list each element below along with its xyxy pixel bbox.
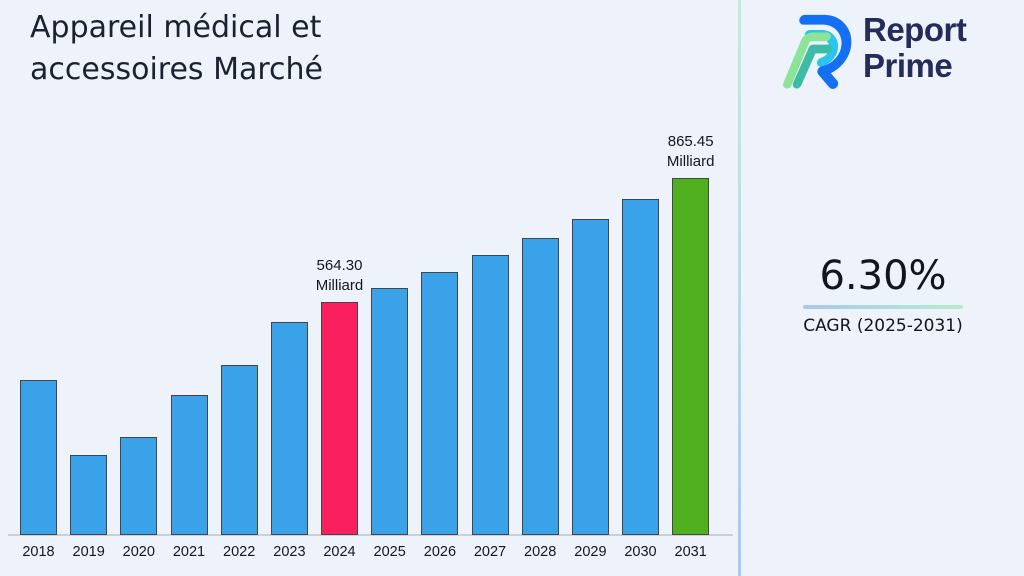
- bar-2026: [421, 272, 459, 535]
- bar-value-label-2031: 865.45 Milliard: [666, 133, 715, 170]
- bar-chart: 2018 2019 2020 2021 2022 2023 2024 2025 2026 2027…: [8, 133, 733, 560]
- bar-2019: [70, 455, 108, 535]
- x-tick-2028: 2028: [524, 544, 557, 560]
- x-tick-2022: 2022: [223, 544, 256, 560]
- x-tick-2021: 2021: [172, 544, 206, 560]
- x-tick-2027: 2027: [473, 544, 507, 560]
- cagr-label: CAGR (2025-2031): [803, 316, 963, 336]
- x-axis-line: [8, 534, 733, 536]
- report-prime-logo-text: Report Prime: [863, 11, 967, 84]
- bar-2023: [270, 322, 308, 535]
- cagr-panel: 6.30% CAGR (2025-2031): [779, 252, 987, 336]
- bar-value-label-2024: 564.30 Milliard: [315, 257, 364, 295]
- x-tick-2026: 2026: [423, 544, 457, 560]
- bar-2027: [471, 255, 509, 535]
- x-tick-2018: 2018: [22, 544, 55, 560]
- bar-2018: [20, 379, 57, 535]
- x-tick-2019: 2019: [72, 544, 105, 560]
- page-title: Appareil médical et accessoires Marché: [30, 10, 323, 87]
- x-tick-2024: 2024: [323, 544, 356, 560]
- x-tick-2025: 2025: [373, 544, 406, 560]
- x-tick-2023: 2023: [273, 544, 306, 560]
- x-tick-2031: 2031: [674, 544, 707, 560]
- report-prime-logo: Report Prime: [776, 11, 967, 89]
- bar-2029: [571, 219, 609, 535]
- vertical-divider: [738, 0, 741, 576]
- bar-2025: [371, 287, 409, 535]
- bar-2030: [622, 199, 659, 535]
- x-tick-2029: 2029: [574, 544, 607, 560]
- bar-2020: [120, 436, 158, 535]
- cagr-underline: [803, 305, 963, 309]
- report-prime-logo-icon: [783, 14, 852, 89]
- cagr-value: 6.30%: [819, 253, 947, 299]
- x-tick-2030: 2030: [624, 544, 657, 560]
- bar-2024: [321, 302, 358, 535]
- bar-2021: [170, 395, 208, 535]
- bar-2028: [521, 237, 559, 535]
- bar-2022: [220, 365, 258, 535]
- bar-2031: [672, 178, 710, 535]
- x-tick-2020: 2020: [122, 544, 155, 560]
